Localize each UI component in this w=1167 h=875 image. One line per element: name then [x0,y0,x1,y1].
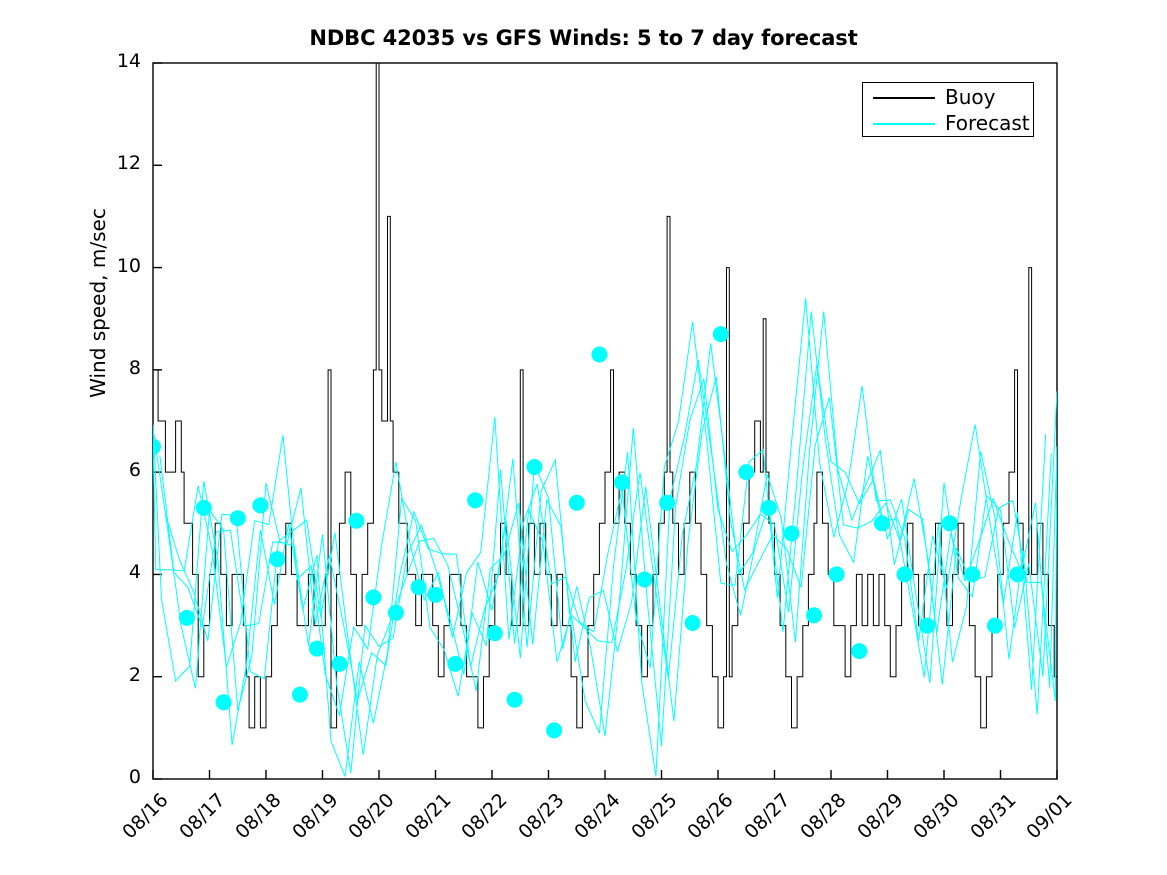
forecast-marker [941,515,958,532]
forecast-marker-series [153,326,1026,739]
legend-label-buoy: Buoy [945,85,996,109]
forecast-marker [291,686,308,703]
chart-title: NDBC 42035 vs GFS Winds: 5 to 7 day fore… [309,26,858,50]
forecast-marker [215,694,232,711]
forecast-marker [252,497,269,514]
forecast-marker [659,494,676,511]
forecast-marker [387,604,404,621]
legend-item-buoy: Buoy [863,84,1033,111]
forecast-marker [760,499,777,516]
forecast-line [153,363,1057,774]
legend: Buoy Forecast [862,82,1034,137]
forecast-marker [806,607,822,624]
forecast-marker [712,326,729,343]
forecast-marker [546,722,563,739]
forecast-marker [614,474,630,491]
forecast-marker [738,464,755,481]
forecast-marker [506,691,523,708]
forecast-marker [331,655,348,672]
forecast-marker [636,571,653,588]
forecast-marker [153,438,161,455]
forecast-marker [486,625,503,642]
forecast-line [153,311,1052,777]
forecast-marker [178,609,195,626]
legend-item-forecast: Forecast [863,110,1033,137]
y-tick-label: 0 [128,766,141,788]
forecast-marker [873,515,890,532]
legend-label-forecast: Forecast [945,111,1030,135]
y-tick-label: 10 [116,254,141,277]
forecast-marker [427,586,444,603]
forecast-marker [568,494,585,511]
forecast-marker [410,579,427,596]
forecast-marker [195,499,212,516]
y-tick-label: 4 [128,561,141,584]
legend-swatch-buoy [873,97,935,99]
forecast-marker [365,589,382,606]
forecast-marker [229,510,246,527]
forecast-marker [828,566,845,583]
forecast-marker [447,655,464,672]
forecast-marker [591,346,608,363]
forecast-marker [308,640,325,657]
axes-frame [152,62,1058,780]
forecast-line [164,376,1057,755]
forecast-line [153,298,1047,716]
forecast-marker [851,643,868,660]
forecast-marker [348,512,365,529]
y-tick-label: 14 [116,50,141,72]
forecast-marker [269,551,286,568]
forecast-marker [467,492,484,509]
forecast-marker [986,617,1003,634]
forecast-marker [1009,566,1026,583]
y-tick-label: 8 [128,356,141,379]
forecast-marker [783,525,800,542]
forecast-marker [684,615,701,631]
y-tick-label: 6 [128,459,141,482]
forecast-marker [526,459,543,475]
y-tick-label: 12 [116,152,141,175]
y-tick-label: 2 [128,663,141,686]
forecast-series [153,298,1057,777]
forecast-marker [964,566,981,583]
x-axis-ticks [152,770,1058,779]
forecast-marker [896,566,913,583]
forecast-marker [919,617,935,634]
legend-swatch-forecast [873,123,935,125]
